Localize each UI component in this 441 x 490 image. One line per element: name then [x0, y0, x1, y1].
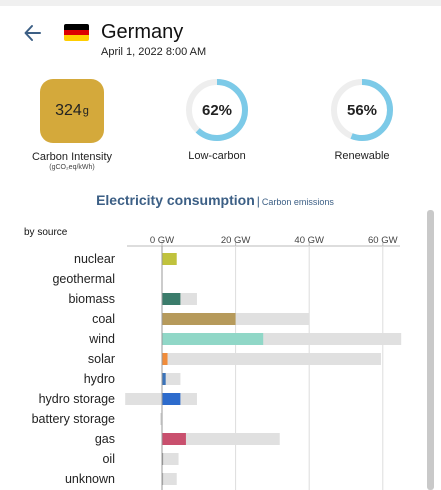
category-label: nuclear [74, 252, 115, 266]
x-tick-label: 40 GW [294, 235, 324, 246]
consumption-chart-svg: 0 GW 20 GW 40 GW 60 GW nuclear geothermal biom… [32, 235, 402, 490]
consumption-bar [162, 353, 168, 365]
category-label: wind [88, 332, 115, 346]
category-label: oil [102, 452, 115, 466]
carbon-intensity-metric: 324 g Carbon Intensity (gCO₂eq/kWh) [12, 78, 132, 171]
consumption-bar [162, 433, 186, 445]
category-label: hydro storage [39, 392, 115, 406]
capacity-bar [162, 453, 179, 465]
category-label: biomass [68, 292, 115, 306]
section-header: Electricity consumption | Carbon emissions [0, 192, 430, 210]
category-label: geothermal [52, 272, 115, 286]
low-carbon-value: 62% [201, 101, 233, 119]
renewable-ring[interactable]: 56% [330, 78, 394, 142]
consumption-chart: by source 0 GW 20 GW 40 GW 60 GW nuclear geot… [0, 222, 426, 490]
capacity-bar [125, 393, 197, 405]
title-separator: | [256, 194, 260, 208]
carbon-intensity-box[interactable]: 324 g [40, 79, 104, 143]
capacity-bar [162, 433, 280, 445]
datetime-label: April 1, 2022 8:00 AM [101, 46, 207, 58]
carbon-intensity-label: Carbon Intensity [31, 151, 113, 163]
consumption-bar [162, 333, 264, 345]
category-label: hydro [84, 372, 115, 386]
category-label: gas [95, 432, 115, 446]
scrollbar[interactable] [427, 210, 434, 490]
consumption-bar [162, 453, 164, 465]
consumption-bar [162, 373, 166, 385]
renewable-ring-arc [331, 79, 393, 141]
capacity-bar [160, 413, 162, 425]
category-label: battery storage [32, 412, 115, 426]
renewable-label: Renewable [334, 150, 390, 162]
x-tick-label: 20 GW [221, 235, 251, 246]
low-carbon-label: Low-carbon [188, 150, 246, 162]
germany-flag-icon [64, 24, 89, 41]
consumption-bar [162, 253, 177, 265]
consumption-bar [162, 293, 181, 305]
back-arrow-icon[interactable] [22, 22, 44, 44]
consumption-bar [162, 313, 236, 325]
electricity-consumption-title[interactable]: Electricity consumption [96, 192, 255, 208]
low-carbon-ring[interactable]: 62% [185, 78, 249, 142]
category-label: coal [92, 312, 115, 326]
renewable-metric: 56% Renewable [302, 78, 422, 162]
flag-stripe-gold [64, 35, 89, 41]
x-tick-label: 0 GW [150, 235, 174, 246]
low-carbon-metric: 62% Low-carbon [157, 78, 277, 162]
carbon-intensity-sublabel: (gCO₂eq/kWh) [49, 164, 95, 171]
category-label: unknown [65, 472, 115, 486]
consumption-bar [162, 393, 181, 405]
carbon-intensity-value: 324 [55, 102, 82, 119]
capacity-bar [162, 373, 181, 385]
low-carbon-ring-arc [186, 79, 248, 141]
carbon-intensity-unit: g [82, 105, 89, 117]
country-title: Germany [101, 21, 184, 43]
metrics-row: 324 g Carbon Intensity (gCO₂eq/kWh) 62% L… [0, 78, 430, 178]
flag-stripe-red [64, 29, 89, 36]
capacity-bar [162, 353, 381, 365]
flag-stripe-black [64, 24, 89, 30]
by-source-label: by source [24, 227, 68, 238]
category-label: solar [88, 352, 115, 366]
consumption-bar [162, 473, 164, 485]
renewable-value: 56% [346, 101, 378, 119]
carbon-emissions-link[interactable]: Carbon emissions [261, 197, 334, 207]
capacity-bar [162, 473, 177, 485]
top-edge-bar [0, 0, 441, 6]
x-tick-label: 60 GW [368, 235, 398, 246]
